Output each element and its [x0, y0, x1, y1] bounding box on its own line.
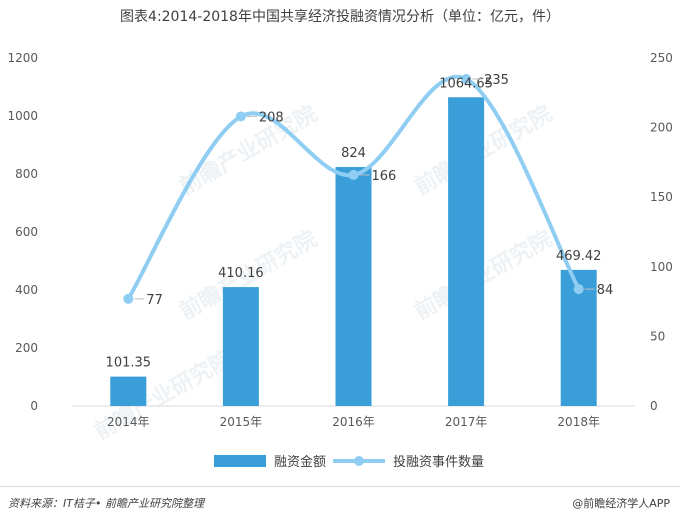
left-axis-tick-label: 1000	[7, 109, 38, 123]
right-axis-tick-label: 100	[650, 260, 673, 274]
legend: 融资金额 投融资事件数量	[214, 454, 484, 470]
line-point	[573, 284, 584, 295]
bar	[110, 376, 147, 406]
x-axis-tick-label: 2017年	[445, 415, 488, 429]
legend-label-line: 投融资事件数量	[393, 454, 484, 470]
bar-data-label: 101.35	[106, 356, 152, 371]
right-axis-tick-label: 200	[650, 121, 673, 135]
line-data-label: 84	[597, 283, 614, 298]
line-data-label: 166	[372, 169, 397, 184]
left-axis-tick-label: 1200	[7, 51, 38, 65]
left-axis-tick-label: 800	[15, 167, 38, 181]
bar-data-label: 824	[341, 146, 366, 161]
legend-label-bar: 融资金额	[274, 454, 326, 470]
right-axis-tick-label: 150	[650, 190, 673, 204]
right-axis-tick-label: 250	[650, 51, 673, 65]
bar-data-label: 469.42	[556, 249, 602, 264]
bar-data-label: 410.16	[218, 266, 264, 281]
left-axis-tick-label: 200	[15, 341, 38, 355]
chart-title: 图表4:2014-2018年中国共享经济投融资情况分析（单位：亿元，件）	[120, 9, 560, 25]
line-point	[235, 111, 246, 122]
watermark-layer: 前瞻产业研究院前瞻产业研究院前瞻产业研究院前瞻产业研究院前瞻产业研究院	[90, 101, 556, 446]
bar-data-label: 1064.65	[439, 76, 493, 91]
left-axis-tick-label: 600	[15, 225, 38, 239]
line-point	[461, 73, 472, 84]
right-axis-tick-label: 0	[650, 399, 658, 413]
line-point	[123, 293, 134, 304]
bar	[448, 97, 485, 407]
x-axis-tick-label: 2014年	[107, 415, 150, 429]
footer-divider	[0, 486, 680, 487]
legend-swatch-bar	[214, 455, 266, 467]
legend-swatch-marker	[354, 456, 364, 466]
x-axis-tick-label: 2018年	[557, 415, 600, 429]
line-data-label: 235	[484, 73, 509, 88]
source-note: 资料来源：IT桔子• 前瞻产业研究院整理	[8, 497, 204, 510]
bar	[222, 287, 259, 406]
left-axis-tick-label: 400	[15, 283, 38, 297]
x-axis-tick-label: 2016年	[332, 415, 375, 429]
line-point	[348, 169, 359, 180]
x-axis-tick-label: 2015年	[220, 415, 263, 429]
line-data-label: 77	[146, 293, 163, 308]
data-labels-layer: 101.35 410.16 824 1064.65 469.42 77 208 166 235 8…	[106, 73, 614, 371]
left-axis-tick-label: 0	[30, 399, 38, 413]
right-axis-tick-label: 50	[650, 329, 665, 343]
line-data-label: 208	[259, 110, 284, 125]
axes-layer: 0 200 400 600 800 1000 1200 0 50 100 150 200 250 2014…	[7, 51, 672, 429]
line-layer	[123, 73, 584, 304]
brand-credit: @前瞻经济学人APP	[572, 497, 670, 510]
bars-layer	[110, 97, 597, 407]
bar	[335, 167, 372, 406]
chart-area: 前瞻产业研究院前瞻产业研究院前瞻产业研究院前瞻产业研究院前瞻产业研究院 0 200…	[7, 51, 672, 470]
